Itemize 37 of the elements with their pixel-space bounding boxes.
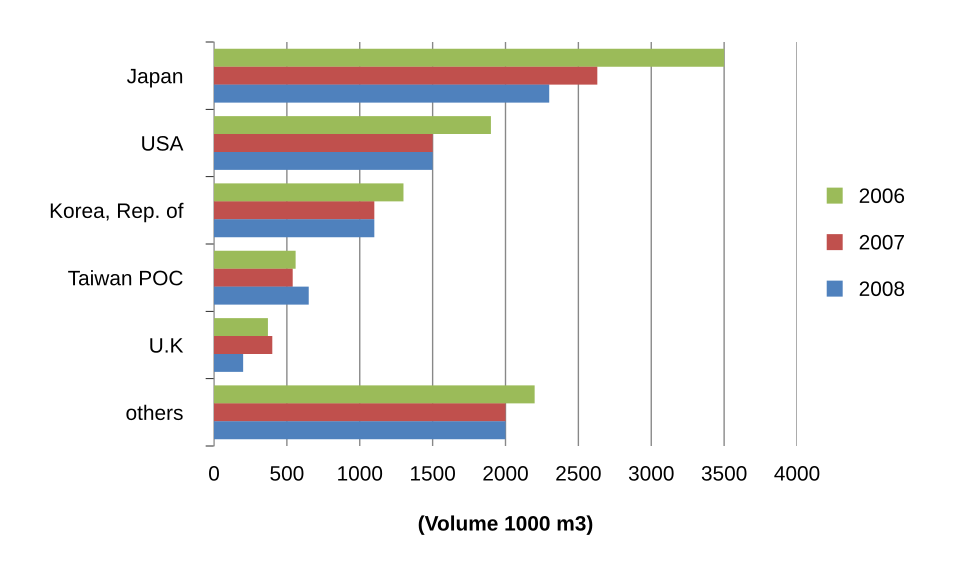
y-tick-label: Korea, Rep. of [50,202,184,222]
x-axis-title: (Volume 1000 m3) [418,515,592,535]
x-tick-label: 4000 [774,466,820,481]
bar [214,336,272,354]
y-tick-label: others [126,404,183,420]
bar [214,183,404,202]
bar [214,201,374,220]
legend-label: 2008 [860,281,904,296]
legend-label: 2007 [860,234,904,250]
bar [214,250,296,269]
bar [214,268,293,287]
bar [214,152,433,170]
x-tick-label: 2500 [556,466,601,481]
bar [214,403,506,422]
x-tick-label: 1000 [338,466,382,481]
legend-label: 2006 [860,188,904,204]
x-tick-label: 1500 [411,466,455,481]
y-tick-label: USA [142,136,184,151]
bar [214,385,535,404]
bar [214,116,491,134]
bar [214,354,244,372]
bar [214,219,374,238]
x-tick-label: 0 [209,466,219,481]
bar [214,421,506,440]
x-tick-label: 500 [270,466,304,481]
y-tick-label: Japan [127,68,182,88]
bar [214,84,550,103]
bar [214,134,433,152]
bar [214,66,598,85]
x-tick-label: 2000 [483,466,528,481]
y-tick-label: Taiwan POC [68,270,183,286]
bar [214,318,268,336]
x-tick-label: 3000 [628,466,674,481]
y-tick-label: U.K [150,338,184,353]
bar [214,48,724,67]
bar [214,286,309,305]
x-tick-label: 3500 [702,466,746,481]
